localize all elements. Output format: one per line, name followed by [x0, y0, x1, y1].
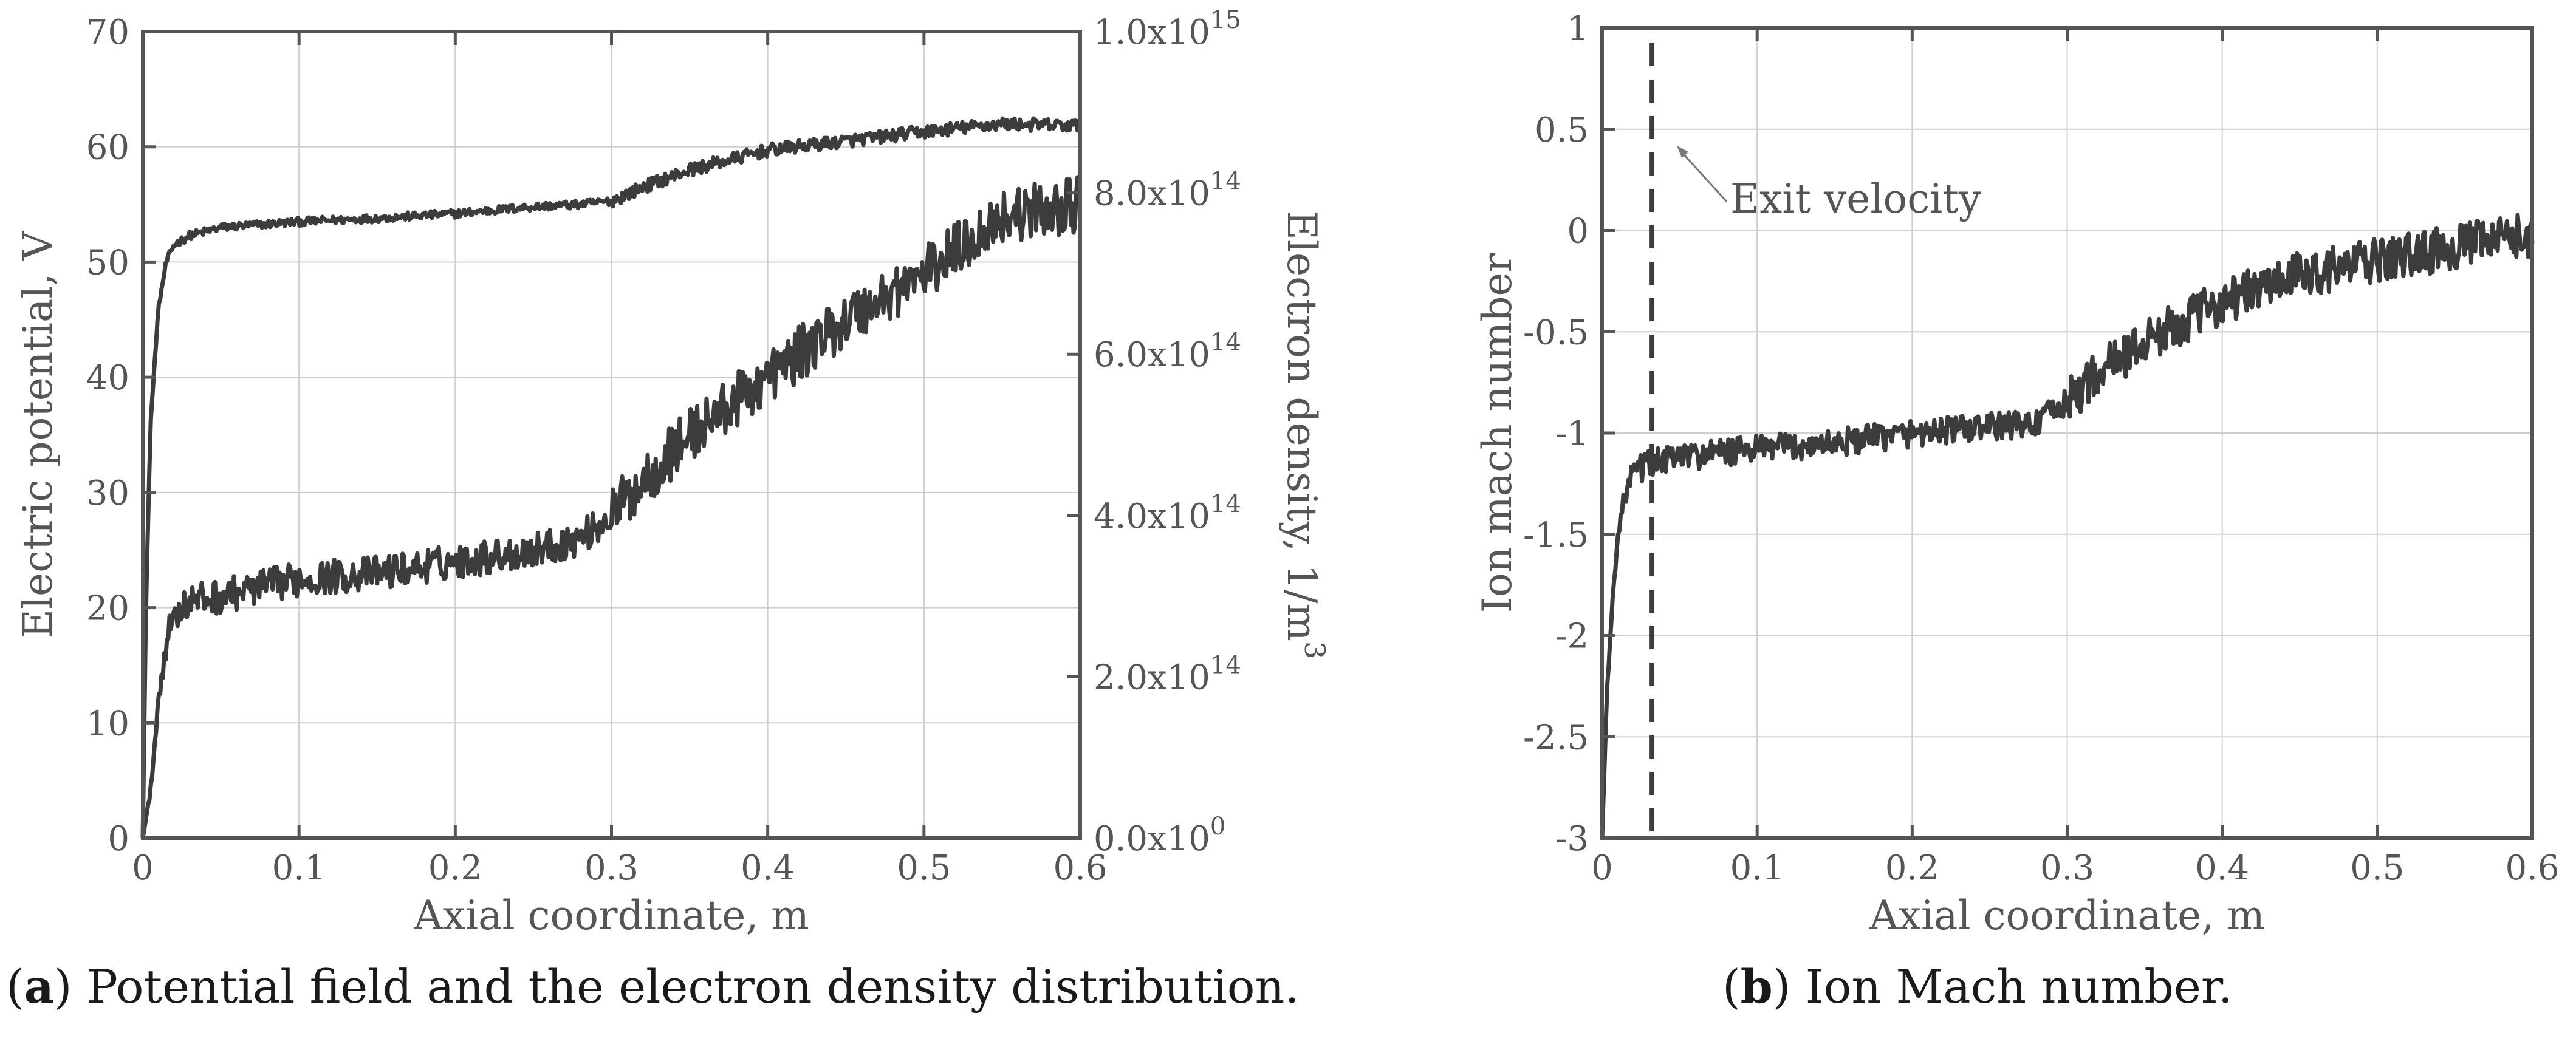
- x-tick-label: 0.4: [2195, 848, 2249, 888]
- y-tick-label: 0: [1567, 212, 1589, 251]
- y-tick-label: -2: [1555, 617, 1589, 657]
- x-tick-label: 0.3: [2040, 848, 2094, 888]
- y-tick-label: 20: [86, 589, 129, 629]
- y-axis-label: Ion mach number: [1474, 253, 1521, 613]
- x-tick-label: 0.5: [897, 848, 951, 888]
- caption-b-letter: b: [1740, 960, 1773, 1014]
- y-tick-label: 0.5: [1535, 111, 1589, 150]
- x-tick-label: 0.3: [584, 848, 639, 888]
- y-tick-label: -1: [1555, 414, 1589, 454]
- caption-a-letter: a: [24, 960, 54, 1014]
- y2-axis-label: Electron density, 1/m3: [1278, 211, 1331, 660]
- y-tick-label: -0.5: [1523, 313, 1589, 352]
- y-tick-label: 10: [86, 704, 129, 743]
- caption-b-text: ) Ion Mach number.: [1772, 960, 2233, 1014]
- x-tick-label: 0.6: [2505, 848, 2559, 888]
- series-line-1: [1600, 213, 2535, 839]
- y-tick-label: 40: [86, 358, 129, 398]
- caption-b: (b) Ion Mach number.: [1722, 960, 2233, 1014]
- y-tick-label: -1.5: [1523, 516, 1589, 555]
- y-tick-label: 70: [86, 13, 129, 52]
- y2-tick-label: 0.0x100: [1094, 813, 1225, 859]
- annotation-arrowhead: [1677, 146, 1688, 158]
- annotation-arrow: [1678, 148, 1728, 203]
- y-tick-label: -2.5: [1523, 718, 1589, 757]
- y-tick-label: 30: [86, 474, 129, 513]
- x-tick-label: 0.1: [1730, 848, 1784, 888]
- y2-tick-label: 8.0x1014: [1094, 168, 1241, 214]
- x-tick-label: 0.2: [1885, 848, 1939, 888]
- y2-tick-label: 4.0x1014: [1094, 490, 1241, 536]
- y-tick-label: 1: [1567, 9, 1589, 49]
- y-axis-label: Electric potential, V: [15, 231, 61, 639]
- x-tick-label: 0.1: [272, 848, 326, 888]
- x-tick-label: 0.4: [741, 848, 795, 888]
- x-axis-label: Axial coordinate, m: [1869, 892, 2265, 939]
- y-tick-label: 60: [86, 128, 129, 168]
- caption-a: (a) Potential field and the electron den…: [6, 960, 1300, 1014]
- y2-tick-label: 6.0x1014: [1094, 329, 1241, 375]
- x-tick-label: 0.6: [1053, 848, 1107, 888]
- y2-tick-label: 1.0x1015: [1094, 6, 1241, 52]
- y-tick-label: 50: [86, 243, 129, 282]
- y2-tick-label: 2.0x1014: [1094, 651, 1241, 697]
- y-tick-label: -3: [1555, 819, 1589, 859]
- annotation-exit-velocity: Exit velocity: [1730, 176, 1982, 222]
- x-tick-label: 0: [132, 848, 154, 888]
- x-tick-label: 0.2: [428, 848, 482, 888]
- x-tick-label: 0: [1591, 848, 1613, 888]
- x-axis-label: Axial coordinate, m: [413, 892, 809, 939]
- series-line-2: [140, 175, 1083, 839]
- caption-a-text: ) Potential field and the electron densi…: [53, 960, 1300, 1014]
- series-line-1: [140, 116, 1083, 839]
- y-tick-label: 0: [108, 819, 129, 859]
- x-tick-label: 0.5: [2350, 848, 2404, 888]
